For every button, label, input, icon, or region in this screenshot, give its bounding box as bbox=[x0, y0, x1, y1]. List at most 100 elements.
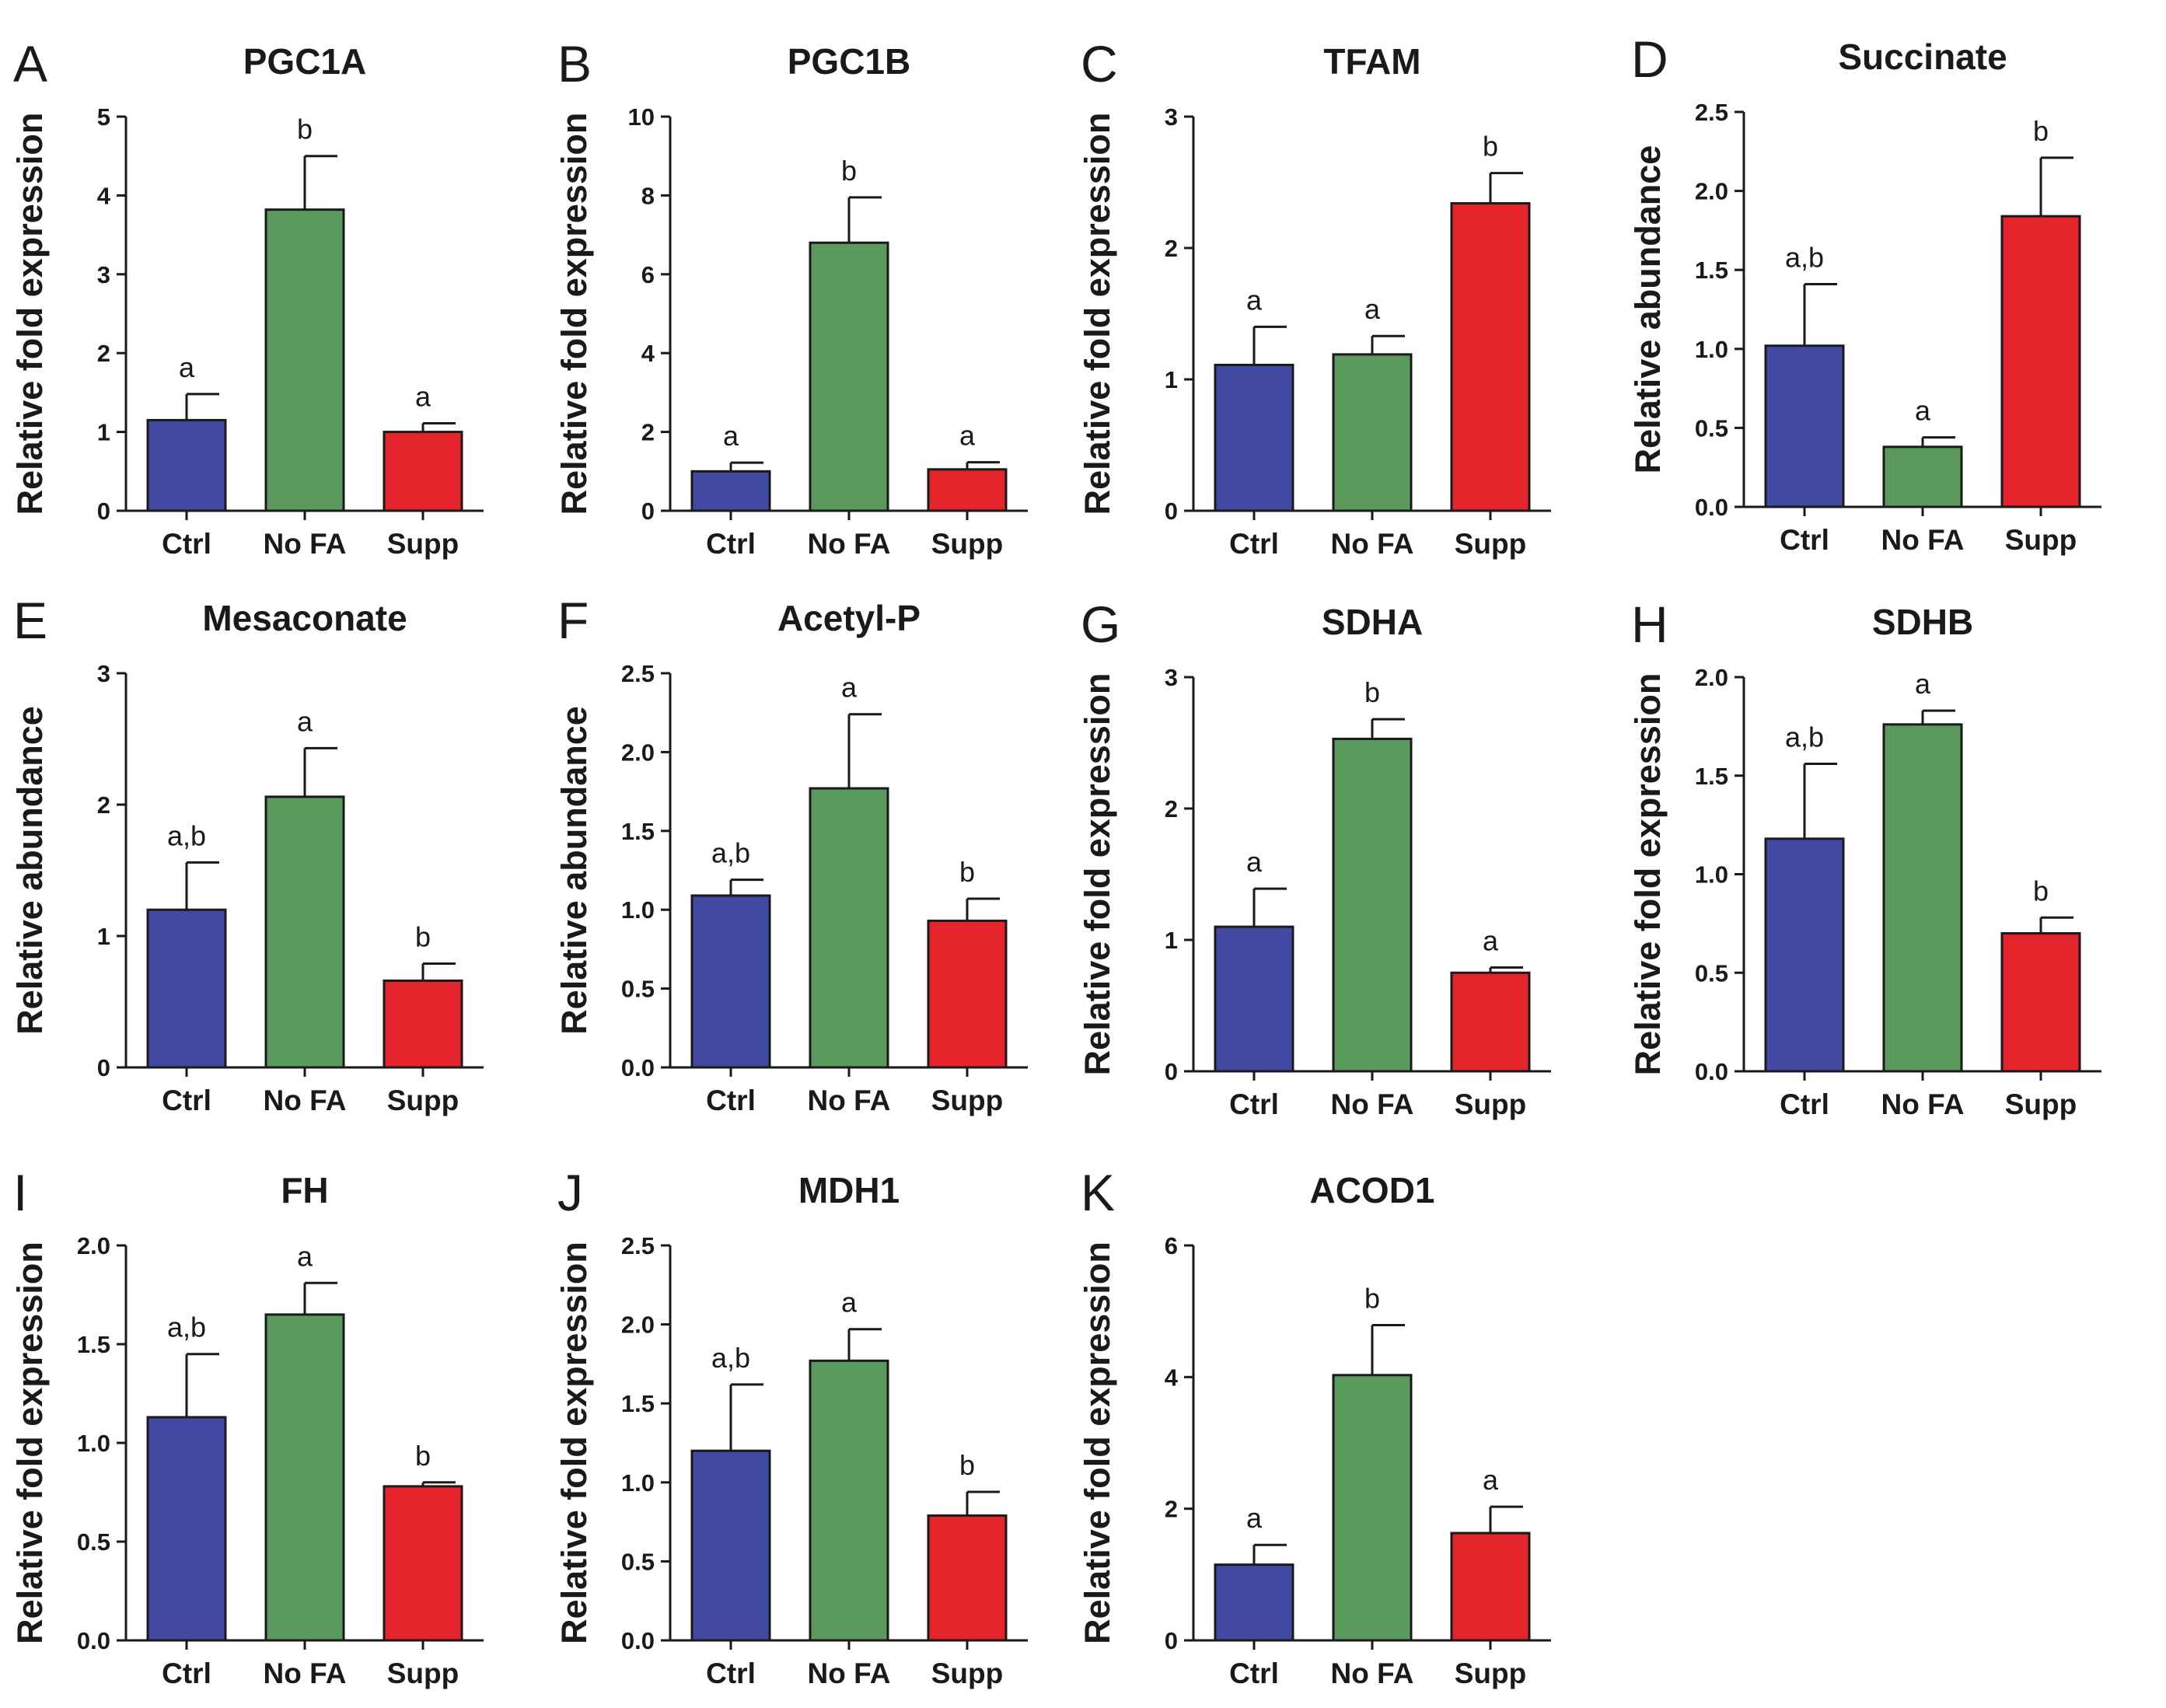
significance-label-acod1-ctrl: a bbox=[1246, 1502, 1263, 1534]
bar-pgc1a-no-fa bbox=[264, 208, 345, 512]
y-tick-label-acetyl-p: 0.5 bbox=[621, 976, 655, 1003]
bar-acetyl-p-ctrl bbox=[690, 894, 771, 1069]
significance-label-pgc1a-ctrl: a bbox=[179, 351, 195, 383]
y-tick-label-sdhb: 2.0 bbox=[1695, 664, 1728, 691]
y-axis-label-sdhb: Relative fold expression bbox=[1628, 673, 1668, 1076]
significance-label-acetyl-p-ctrl: a,b bbox=[711, 837, 750, 869]
significance-label-acod1-no-fa: b bbox=[1364, 1282, 1380, 1314]
significance-label-sdhb-no-fa: a bbox=[1915, 668, 1931, 700]
significance-label-fh-no-fa: a bbox=[297, 1240, 313, 1272]
x-tick-label-pgc1b-no-fa: No FA bbox=[808, 528, 891, 560]
bar-mdh1-no-fa bbox=[809, 1359, 889, 1642]
bar-sdha-ctrl bbox=[1214, 925, 1294, 1073]
significance-label-mesaconate-no-fa: a bbox=[297, 705, 313, 737]
y-tick-label-pgc1a: 5 bbox=[97, 103, 110, 131]
y-tick-label-sdhb: 1.0 bbox=[1695, 861, 1728, 889]
y-tick-label-acod1: 6 bbox=[1165, 1232, 1178, 1259]
y-tick-label-succinate: 0.5 bbox=[1695, 414, 1728, 442]
significance-label-acetyl-p-supp: b bbox=[959, 856, 975, 888]
bar-sdhb-no-fa bbox=[1882, 723, 1963, 1073]
y-tick-label-pgc1a: 3 bbox=[97, 261, 110, 288]
x-tick-label-sdha-supp: Supp bbox=[1455, 1088, 1526, 1120]
x-tick-label-pgc1a-supp: Supp bbox=[387, 528, 459, 560]
significance-label-mdh1-supp: b bbox=[959, 1449, 975, 1481]
y-axis-label-pgc1a: Relative fold expression bbox=[10, 113, 50, 515]
y-tick-label-pgc1b: 8 bbox=[641, 182, 655, 209]
x-tick-label-mesaconate-no-fa: No FA bbox=[264, 1085, 347, 1116]
significance-label-acetyl-p-no-fa: a bbox=[841, 672, 858, 704]
bar-acetyl-p-supp bbox=[927, 919, 1008, 1069]
y-tick-label-acetyl-p: 1.0 bbox=[621, 896, 655, 924]
panel-letter-k: K bbox=[1081, 1164, 1115, 1221]
chart-title-acod1: ACOD1 bbox=[1309, 1170, 1434, 1210]
bar-acod1-supp bbox=[1450, 1532, 1531, 1642]
y-tick-label-tfam: 3 bbox=[1165, 103, 1178, 131]
panel-letter-b: B bbox=[557, 35, 592, 93]
x-tick-label-mdh1-supp: Supp bbox=[931, 1657, 1003, 1689]
x-tick-label-sdhb-ctrl: Ctrl bbox=[1780, 1088, 1829, 1120]
x-tick-label-mdh1-no-fa: No FA bbox=[808, 1657, 891, 1689]
y-tick-label-succinate: 2.5 bbox=[1695, 99, 1728, 126]
y-tick-label-pgc1b: 0 bbox=[641, 498, 655, 525]
panel-letter-h: H bbox=[1631, 596, 1668, 653]
y-axis-label-sdha: Relative fold expression bbox=[1078, 673, 1117, 1076]
chart-title-pgc1b: PGC1B bbox=[788, 41, 910, 82]
x-tick-label-acod1-supp: Supp bbox=[1455, 1657, 1526, 1689]
chart-title-succinate: Succinate bbox=[1838, 37, 2007, 77]
y-tick-label-sdha: 0 bbox=[1165, 1058, 1178, 1085]
bar-tfam-supp bbox=[1450, 202, 1531, 512]
y-tick-label-pgc1b: 6 bbox=[641, 261, 655, 288]
bar-succinate-ctrl bbox=[1764, 344, 1845, 508]
significance-label-pgc1a-no-fa: b bbox=[297, 114, 313, 145]
bar-mdh1-supp bbox=[927, 1514, 1008, 1642]
bar-pgc1a-supp bbox=[383, 431, 463, 512]
y-tick-label-mesaconate: 3 bbox=[97, 660, 110, 687]
y-tick-label-pgc1a: 0 bbox=[97, 498, 110, 525]
chart-title-acetyl-p: Acetyl-P bbox=[777, 598, 921, 638]
y-tick-label-acod1: 2 bbox=[1165, 1496, 1178, 1523]
y-tick-label-mdh1: 1.0 bbox=[621, 1469, 655, 1497]
chart-title-fh: FH bbox=[281, 1170, 328, 1210]
y-tick-label-mdh1: 0.5 bbox=[621, 1548, 655, 1575]
panel-letter-e: E bbox=[13, 592, 47, 649]
significance-label-mesaconate-ctrl: a,b bbox=[167, 819, 206, 851]
y-tick-label-mesaconate: 1 bbox=[97, 923, 110, 950]
x-tick-label-pgc1a-no-fa: No FA bbox=[264, 528, 347, 560]
y-axis-label-mesaconate: Relative abundance bbox=[10, 706, 50, 1035]
bar-fh-ctrl bbox=[146, 1416, 227, 1642]
y-tick-label-fh: 0.5 bbox=[77, 1528, 110, 1556]
y-axis-label-pgc1b: Relative fold expression bbox=[554, 113, 594, 515]
x-tick-label-mesaconate-ctrl: Ctrl bbox=[162, 1085, 211, 1116]
panel-letter-c: C bbox=[1081, 35, 1118, 93]
significance-label-sdhb-supp: b bbox=[2033, 875, 2049, 906]
x-tick-label-succinate-supp: Supp bbox=[2005, 524, 2077, 556]
y-tick-label-fh: 2.0 bbox=[77, 1232, 110, 1259]
y-tick-label-fh: 1.0 bbox=[77, 1430, 110, 1457]
bar-pgc1b-supp bbox=[927, 468, 1008, 512]
y-tick-label-sdhb: 0.0 bbox=[1695, 1058, 1728, 1085]
significance-label-fh-supp: b bbox=[415, 1440, 431, 1472]
x-tick-label-acetyl-p-no-fa: No FA bbox=[808, 1085, 891, 1116]
x-tick-label-pgc1b-ctrl: Ctrl bbox=[706, 528, 756, 560]
bar-mesaconate-supp bbox=[383, 979, 463, 1069]
y-tick-label-tfam: 1 bbox=[1165, 366, 1178, 393]
significance-label-tfam-supp: b bbox=[1483, 131, 1498, 162]
bar-acod1-no-fa bbox=[1332, 1374, 1413, 1642]
significance-label-sdhb-ctrl: a,b bbox=[1785, 721, 1824, 753]
bar-mesaconate-no-fa bbox=[264, 795, 345, 1069]
y-tick-label-tfam: 2 bbox=[1165, 235, 1178, 262]
x-tick-label-pgc1b-supp: Supp bbox=[931, 528, 1003, 560]
significance-label-mdh1-no-fa: a bbox=[841, 1287, 858, 1319]
bar-fh-no-fa bbox=[264, 1313, 345, 1642]
chart-title-sdhb: SDHB bbox=[1872, 602, 1973, 642]
y-tick-label-mdh1: 1.5 bbox=[621, 1390, 655, 1417]
y-tick-label-succinate: 1.0 bbox=[1695, 336, 1728, 363]
panel-letter-d: D bbox=[1631, 30, 1668, 88]
bar-sdha-supp bbox=[1450, 971, 1531, 1073]
y-tick-label-pgc1a: 4 bbox=[97, 182, 111, 209]
x-tick-label-acetyl-p-supp: Supp bbox=[931, 1085, 1003, 1116]
chart-title-sdha: SDHA bbox=[1322, 602, 1423, 642]
y-tick-label-pgc1b: 4 bbox=[641, 340, 655, 367]
bar-sdhb-supp bbox=[2000, 932, 2081, 1073]
